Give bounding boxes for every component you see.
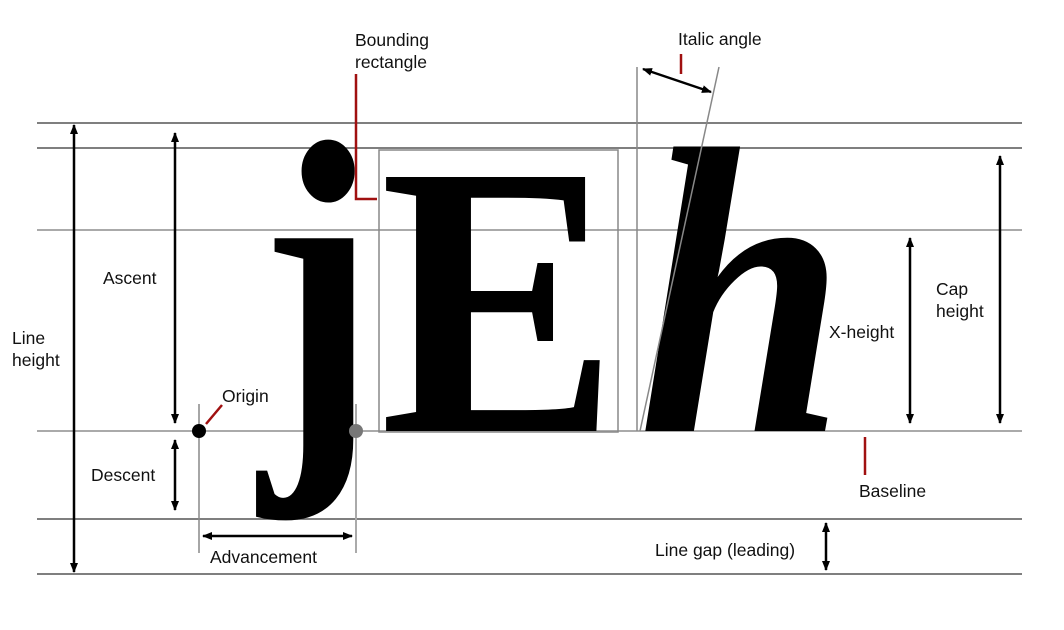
glyph-j-text: j xyxy=(253,57,377,523)
advancement-label: Advancement xyxy=(210,547,317,567)
glyph-h-text: h xyxy=(638,66,846,520)
origin-dot xyxy=(192,424,206,438)
cap-height-label-line1: Cap xyxy=(936,279,968,299)
line-height-label-line2: height xyxy=(12,350,60,370)
cap-height-label-line2: height xyxy=(936,301,984,321)
line-height-label-line1: Line xyxy=(12,328,45,348)
descent-label-bg xyxy=(88,462,170,486)
origin-label: Origin xyxy=(222,386,269,406)
baseline-label: Baseline xyxy=(859,481,926,501)
origin-callout xyxy=(205,404,223,425)
glyph-E: E xyxy=(380,85,618,515)
bounding-rectangle-label-line1: Bounding xyxy=(355,30,429,50)
glyph-h: h xyxy=(638,66,846,520)
bounding-rectangle-label-line2: rectangle xyxy=(355,52,427,72)
line-gap-label: Line gap (leading) xyxy=(655,540,795,560)
x-height-label-bg xyxy=(826,318,906,344)
advance-point-dot xyxy=(349,424,363,438)
ascent-label-bg xyxy=(100,264,170,288)
italic-angle-label: Italic angle xyxy=(678,29,762,49)
bounding-rectangle-callout xyxy=(354,74,377,201)
cap-height-label-bg xyxy=(932,277,996,323)
italic-angle-arrow xyxy=(642,67,712,94)
descent-label: Descent xyxy=(91,465,155,485)
glyph-E-text: E xyxy=(380,85,618,515)
ascent-label: Ascent xyxy=(103,268,157,288)
italic-slant-guide xyxy=(639,66,720,432)
glyph-j: j xyxy=(253,57,377,523)
line-height-label-bg xyxy=(8,327,70,371)
bounding-rectangle xyxy=(378,149,619,433)
x-height-label: X-height xyxy=(829,322,894,342)
